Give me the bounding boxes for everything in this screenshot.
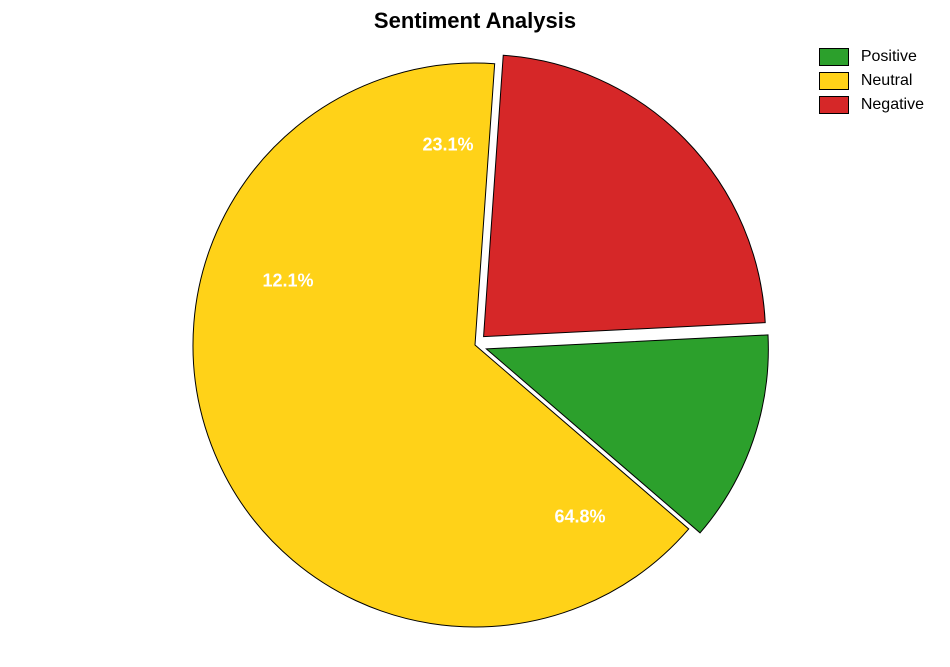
legend-item-positive: Positive <box>819 48 924 66</box>
pie-slice-negative <box>484 55 766 336</box>
legend-swatch-positive <box>819 48 849 66</box>
slice-label-negative: 23.1% <box>422 135 473 156</box>
pie-chart: 23.1% 12.1% 64.8% <box>0 0 950 662</box>
legend: Positive Neutral Negative <box>819 48 924 120</box>
slice-label-positive: 12.1% <box>262 271 313 292</box>
legend-label-negative: Negative <box>861 96 924 114</box>
legend-swatch-neutral <box>819 72 849 90</box>
legend-item-neutral: Neutral <box>819 72 924 90</box>
legend-item-negative: Negative <box>819 96 924 114</box>
legend-label-positive: Positive <box>861 48 917 66</box>
legend-label-neutral: Neutral <box>861 72 913 90</box>
slice-label-neutral: 64.8% <box>554 507 605 528</box>
legend-swatch-negative <box>819 96 849 114</box>
